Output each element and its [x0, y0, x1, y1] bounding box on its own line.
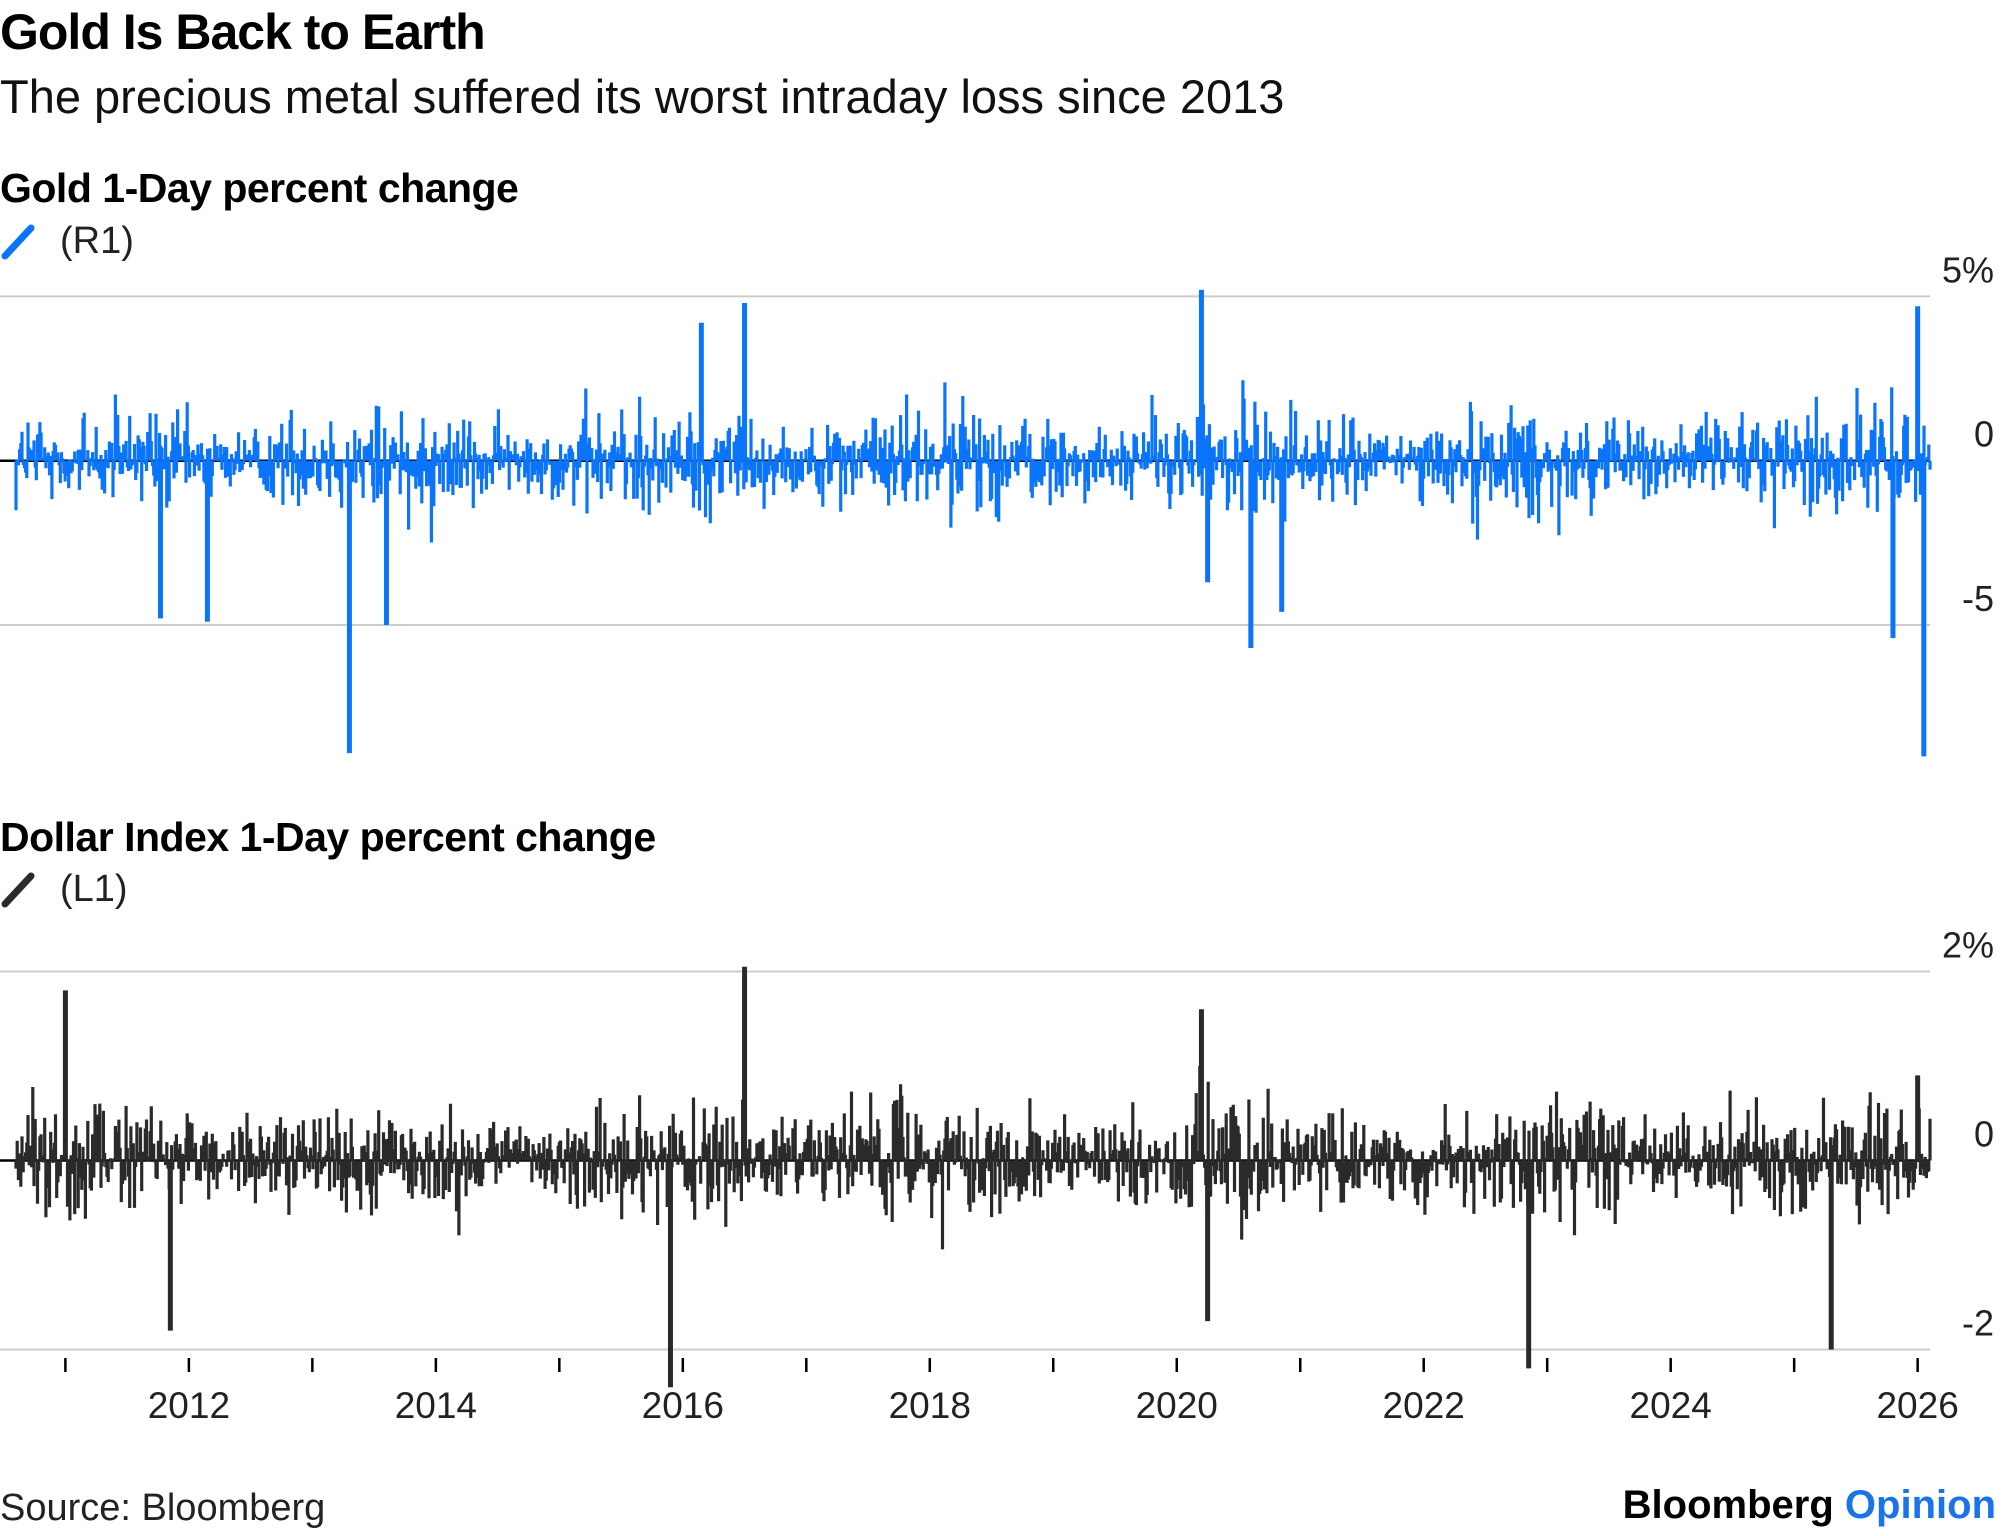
dollar-legend: (L1): [0, 864, 128, 914]
gold-ytick-label: 0: [1974, 414, 1994, 455]
x-tick-label: 2018: [889, 1385, 971, 1426]
dollar-ytick-label: 2%: [1942, 924, 1994, 965]
dollar-ytick-label: 0: [1974, 1113, 1994, 1154]
dollar-panel-title: Dollar Index 1-Day percent change: [0, 814, 656, 860]
x-axis: 2012 2014 2016 2018 2020 2022 2024 2026: [64, 1358, 1959, 1426]
brand-accent: Opinion: [1844, 1483, 1996, 1527]
dollar-legend-label: (L1): [60, 868, 128, 910]
brand-main: Bloomberg: [1622, 1483, 1834, 1527]
x-tick-label: 2022: [1383, 1385, 1465, 1426]
x-tick-label: 2014: [395, 1385, 477, 1426]
diagonal-line-icon: [1, 872, 35, 908]
gold-legend-label: (R1): [60, 220, 134, 262]
gold-series-spikes: [14, 380, 1932, 543]
dollar-series-spikes: [14, 1065, 1932, 1250]
x-tick-label: 2012: [148, 1385, 230, 1426]
brand-logo: Bloomberg Opinion: [1623, 1480, 1996, 1530]
gold-plot-area: 5% 0 -5: [0, 249, 1994, 757]
gold-legend-swatch: [1, 224, 35, 260]
source-note: Source: Bloomberg: [0, 1487, 326, 1529]
x-tick-label: 2020: [1136, 1385, 1218, 1426]
gold-ytick-label: 5%: [1942, 249, 1994, 290]
dollar-ytick-label: -2: [1962, 1302, 1994, 1343]
gold-ytick-label: -5: [1962, 578, 1994, 619]
dollar-legend-swatch: [1, 872, 35, 908]
chart-subtitle: The precious metal suffered its worst in…: [0, 70, 1285, 123]
diagonal-line-icon: [1, 224, 35, 260]
gold-panel-title: Gold 1-Day percent change: [0, 165, 519, 211]
x-tick-label: 2016: [642, 1385, 724, 1426]
x-tick-label: 2024: [1630, 1385, 1712, 1426]
dollar-plot-area: 2% 0 -2: [0, 924, 1994, 1388]
x-tick-label: 2026: [1876, 1385, 1958, 1426]
chart-title: Gold Is Back to Earth: [0, 4, 486, 60]
gold-legend: (R1): [0, 216, 134, 266]
